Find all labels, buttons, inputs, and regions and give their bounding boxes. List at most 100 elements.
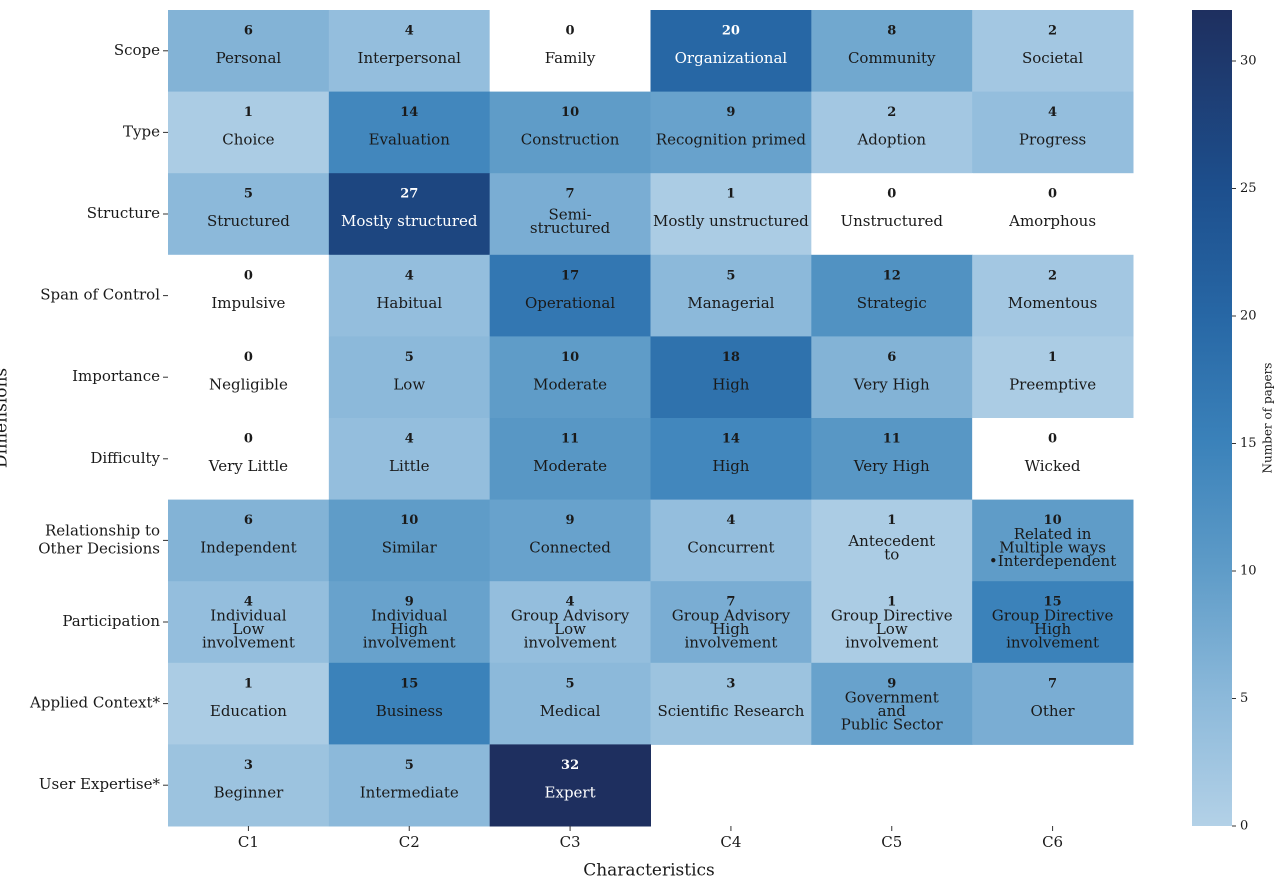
cell-label: Group Directive Low involvement: [831, 607, 953, 652]
colorbar-tick-label: 15: [1240, 436, 1257, 451]
cell-label: Managerial: [687, 294, 774, 312]
x-axis-title: Characteristics: [583, 861, 715, 881]
cell-value: 6: [887, 350, 896, 365]
cell-value: 9: [726, 105, 735, 120]
heatmap-cell: [972, 499, 1134, 582]
cell-label: Connected: [529, 539, 611, 557]
heatmap-cell: [811, 662, 973, 745]
cell-value: 6: [244, 513, 253, 528]
cell-label: Moderate: [533, 457, 607, 475]
cell-label: Group Advisory High involvement: [672, 607, 791, 652]
colorbar-tick-label: 25: [1240, 181, 1257, 196]
heatmap-cell: [811, 499, 973, 582]
cell-value: 7: [566, 187, 575, 202]
cell-label: Concurrent: [687, 539, 774, 557]
heatmap-cell: [650, 336, 812, 419]
cell-value: 4: [1048, 105, 1057, 120]
cell-value: 15: [400, 676, 418, 691]
heatmap-cell: [168, 10, 330, 93]
cell-value: 14: [400, 105, 418, 120]
cell-value: 5: [405, 758, 414, 773]
cell-label: Evaluation: [369, 131, 451, 149]
cell-value: 0: [244, 432, 253, 447]
cell-value: 12: [883, 268, 901, 283]
cell-value: 0: [566, 24, 575, 39]
heatmap-cell: [811, 336, 973, 419]
cell-label: Individual Low involvement: [202, 607, 295, 652]
cell-label: Semi-structured: [530, 205, 611, 237]
cell-value: 4: [244, 595, 253, 610]
cell-label: Interpersonal: [358, 49, 462, 67]
heatmap-cell: [811, 173, 973, 256]
heatmap-cell: [168, 254, 330, 337]
cell-label: Beginner: [214, 783, 284, 801]
cell-value: 10: [400, 513, 418, 528]
cell-value: 4: [405, 432, 414, 447]
cell-label: Education: [210, 702, 287, 720]
cell-value: 1: [887, 595, 896, 610]
cell-value: 11: [561, 432, 579, 447]
cell-value: 3: [726, 676, 735, 691]
cell-label: High: [712, 457, 749, 475]
cell-value: 2: [887, 105, 896, 120]
x-tick-label: C5: [881, 833, 902, 851]
cell-label: Related in Multiple ways •Interdependent: [989, 525, 1116, 570]
cell-value: 4: [726, 513, 735, 528]
cell-value: 1: [887, 513, 896, 528]
cell-label: Intermediate: [360, 783, 459, 801]
cell-label: Recognition primed: [656, 131, 807, 149]
cell-value: 7: [726, 595, 735, 610]
cell-value: 27: [400, 187, 418, 202]
heatmap-cell: [489, 418, 651, 501]
heatmap-cell: [168, 581, 330, 664]
heatmap-cell: [328, 173, 491, 256]
y-tick-label: Participation: [62, 612, 160, 630]
cell-label: Business: [376, 702, 443, 720]
cell-label: Family: [545, 49, 596, 67]
heatmap-cell: [168, 662, 330, 745]
cell-label: Little: [389, 457, 430, 475]
heatmap-cell: [168, 744, 330, 827]
cell-label: Negligible: [209, 375, 288, 393]
heatmap-cell: [811, 10, 973, 93]
cell-label: Very Little: [208, 457, 288, 475]
cell-value: 0: [244, 268, 253, 283]
heatmap-cell: [972, 91, 1134, 174]
cell-label: Other: [1031, 702, 1076, 720]
colorbar-tick-label: 0: [1240, 819, 1248, 834]
cell-label: Group Advisory Low involvement: [511, 607, 630, 652]
y-tick-label: Scope: [114, 41, 160, 59]
cell-label: Antecedent to: [847, 532, 935, 564]
heatmap-cell: [489, 10, 651, 93]
cell-label: Adoption: [856, 131, 926, 149]
colorbar-tick-label: 5: [1240, 691, 1248, 706]
cell-label: High: [712, 375, 749, 393]
cell-label: Independent: [200, 539, 296, 557]
cell-label: Operational: [525, 294, 615, 312]
colorbar: [1192, 10, 1232, 826]
colorbar-title: Number of papers: [1261, 363, 1275, 474]
cell-label: Progress: [1019, 131, 1086, 149]
cell-label: Expert: [545, 783, 596, 801]
y-tick-label: User Expertise*: [39, 775, 161, 793]
x-tick-label: C4: [720, 833, 741, 851]
cell-label: Wicked: [1025, 457, 1081, 475]
heatmap-cell: [328, 418, 491, 501]
heatmap-cell: [650, 499, 812, 582]
cell-value: 0: [887, 187, 896, 202]
cell-value: 1: [1048, 350, 1057, 365]
heatmap-cell: [328, 254, 491, 337]
cell-label: Organizational: [675, 49, 788, 67]
cell-label: Structured: [207, 212, 290, 230]
heatmap-cell: [489, 173, 651, 256]
cell-label: Moderate: [533, 375, 607, 393]
cell-label: Individual High involvement: [363, 607, 456, 652]
cell-value: 11: [883, 432, 901, 447]
heatmap-cell: [650, 662, 812, 745]
heatmap-cell: [489, 254, 651, 337]
y-tick-label: Applied Context*: [29, 694, 160, 712]
cell-label: Very High: [853, 375, 930, 393]
cell-value: 10: [561, 350, 579, 365]
cell-value: 7: [1048, 676, 1057, 691]
